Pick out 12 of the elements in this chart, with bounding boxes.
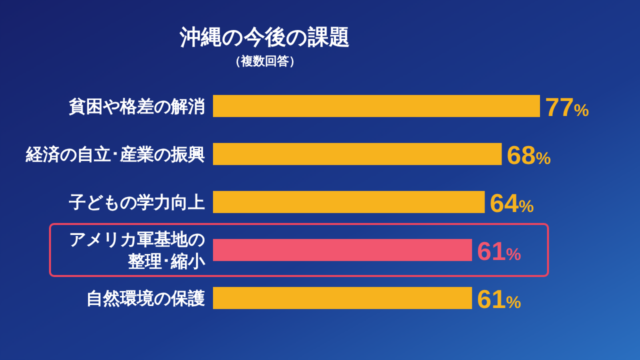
y-tick-label: 経済の自立･産業の振興 <box>25 144 205 165</box>
y-tick-label: アメリカ軍基地の整理･縮小 <box>69 230 206 272</box>
y-tick-label: 子どもの学力向上 <box>68 192 205 213</box>
chart-subtitle: （複数回答） <box>229 54 301 68</box>
chart-title: 沖縄の今後の課題 <box>179 25 350 49</box>
data-label: 68% <box>506 140 551 170</box>
y-tick-label: 自然環境の保護 <box>86 288 205 309</box>
data-label: 64% <box>490 188 534 218</box>
y-tick-label: 貧困や格差の解消 <box>68 96 205 117</box>
data-label: 61% <box>477 284 522 314</box>
data-label: 77% <box>545 92 590 122</box>
data-label: 61% <box>477 236 522 266</box>
